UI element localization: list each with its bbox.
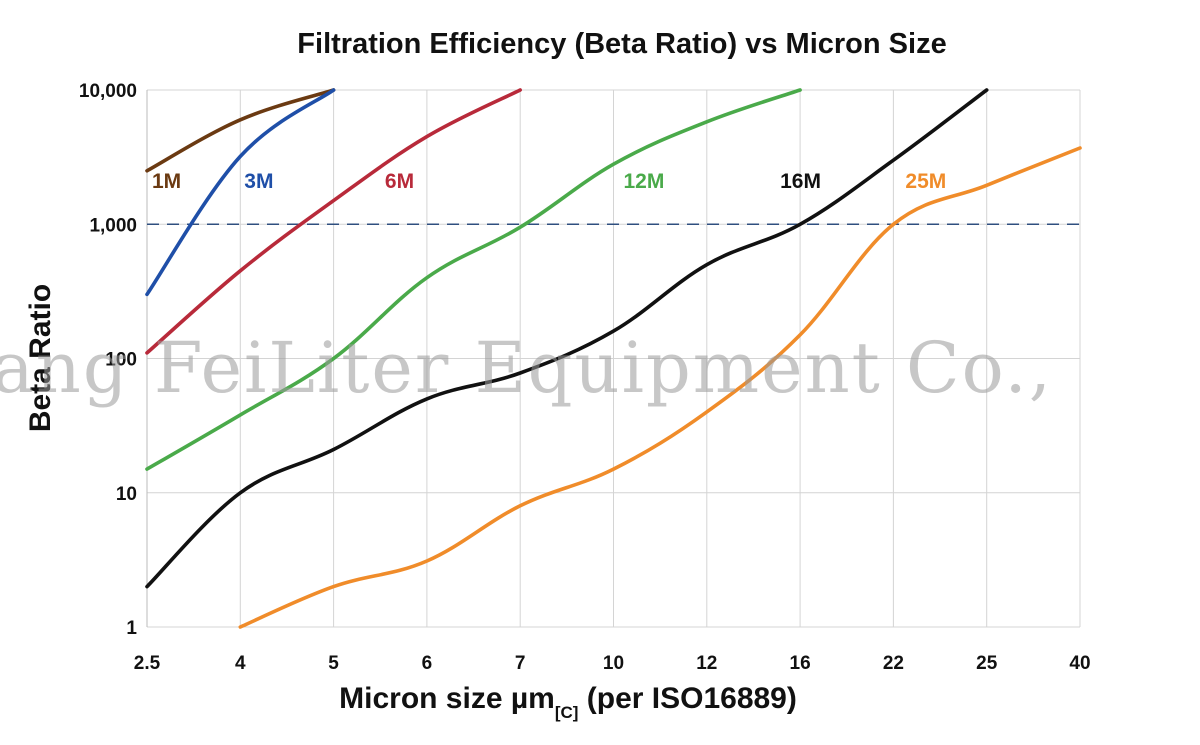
y-tick-label: 10,000	[79, 81, 137, 102]
x-tick-label: 2.5	[134, 653, 161, 674]
y-tick-label: 10	[116, 484, 137, 505]
x-tick-label: 4	[235, 653, 246, 674]
watermark: ang FeiLiter Equipment Co.,	[0, 327, 1053, 409]
x-tick-label: 40	[1069, 653, 1090, 674]
x-tick-label: 22	[883, 653, 904, 674]
grid	[146, 89, 1081, 628]
x-tick-label: 25	[976, 653, 998, 674]
series-label-16m: 16M	[780, 170, 821, 193]
series-labels: 1M 3M 6M 12M 16M 25M	[152, 170, 946, 193]
x-tick-label: 5	[328, 653, 339, 674]
y-tick-label: 100	[105, 350, 137, 371]
chart-title: Filtration Efficiency (Beta Ratio) vs Mi…	[297, 28, 946, 60]
x-tick-label: 7	[515, 653, 526, 674]
x-axis-title-sub: [C]	[555, 703, 579, 722]
x-tick-label: 10	[603, 653, 624, 674]
y-axis-title: Beta Ratio	[24, 284, 57, 432]
series-lines	[145, 88, 1082, 629]
series-label-25m: 25M	[905, 170, 946, 193]
series-line-3m	[145, 88, 336, 297]
series-label-6m: 6M	[385, 170, 414, 193]
y-tick-labels: 1 10 100 1,000 10,000	[79, 81, 138, 639]
series-label-12m: 12M	[624, 170, 665, 193]
x-axis-title: Micron size µm[C] (per ISO16889)	[339, 682, 797, 722]
series-line-1m	[145, 88, 336, 173]
series-label-1m: 1M	[152, 170, 181, 193]
x-tick-label: 16	[790, 653, 811, 674]
x-tick-label: 6	[422, 653, 433, 674]
x-axis-title-main: Micron size µm	[339, 682, 555, 715]
series-line-12m	[145, 88, 802, 471]
series-line-6m	[145, 88, 522, 355]
x-tick-labels: 2.5 4 5 6 7 10 12 16 22 25 40	[134, 653, 1091, 674]
series-line-25m	[238, 146, 1082, 629]
series-line-16m	[145, 88, 989, 589]
x-tick-label: 12	[696, 653, 717, 674]
y-tick-label: 1	[126, 618, 137, 639]
x-axis-title-tail: (per ISO16889)	[578, 682, 796, 715]
y-tick-label: 1,000	[89, 215, 137, 236]
series-label-3m: 3M	[244, 170, 273, 193]
